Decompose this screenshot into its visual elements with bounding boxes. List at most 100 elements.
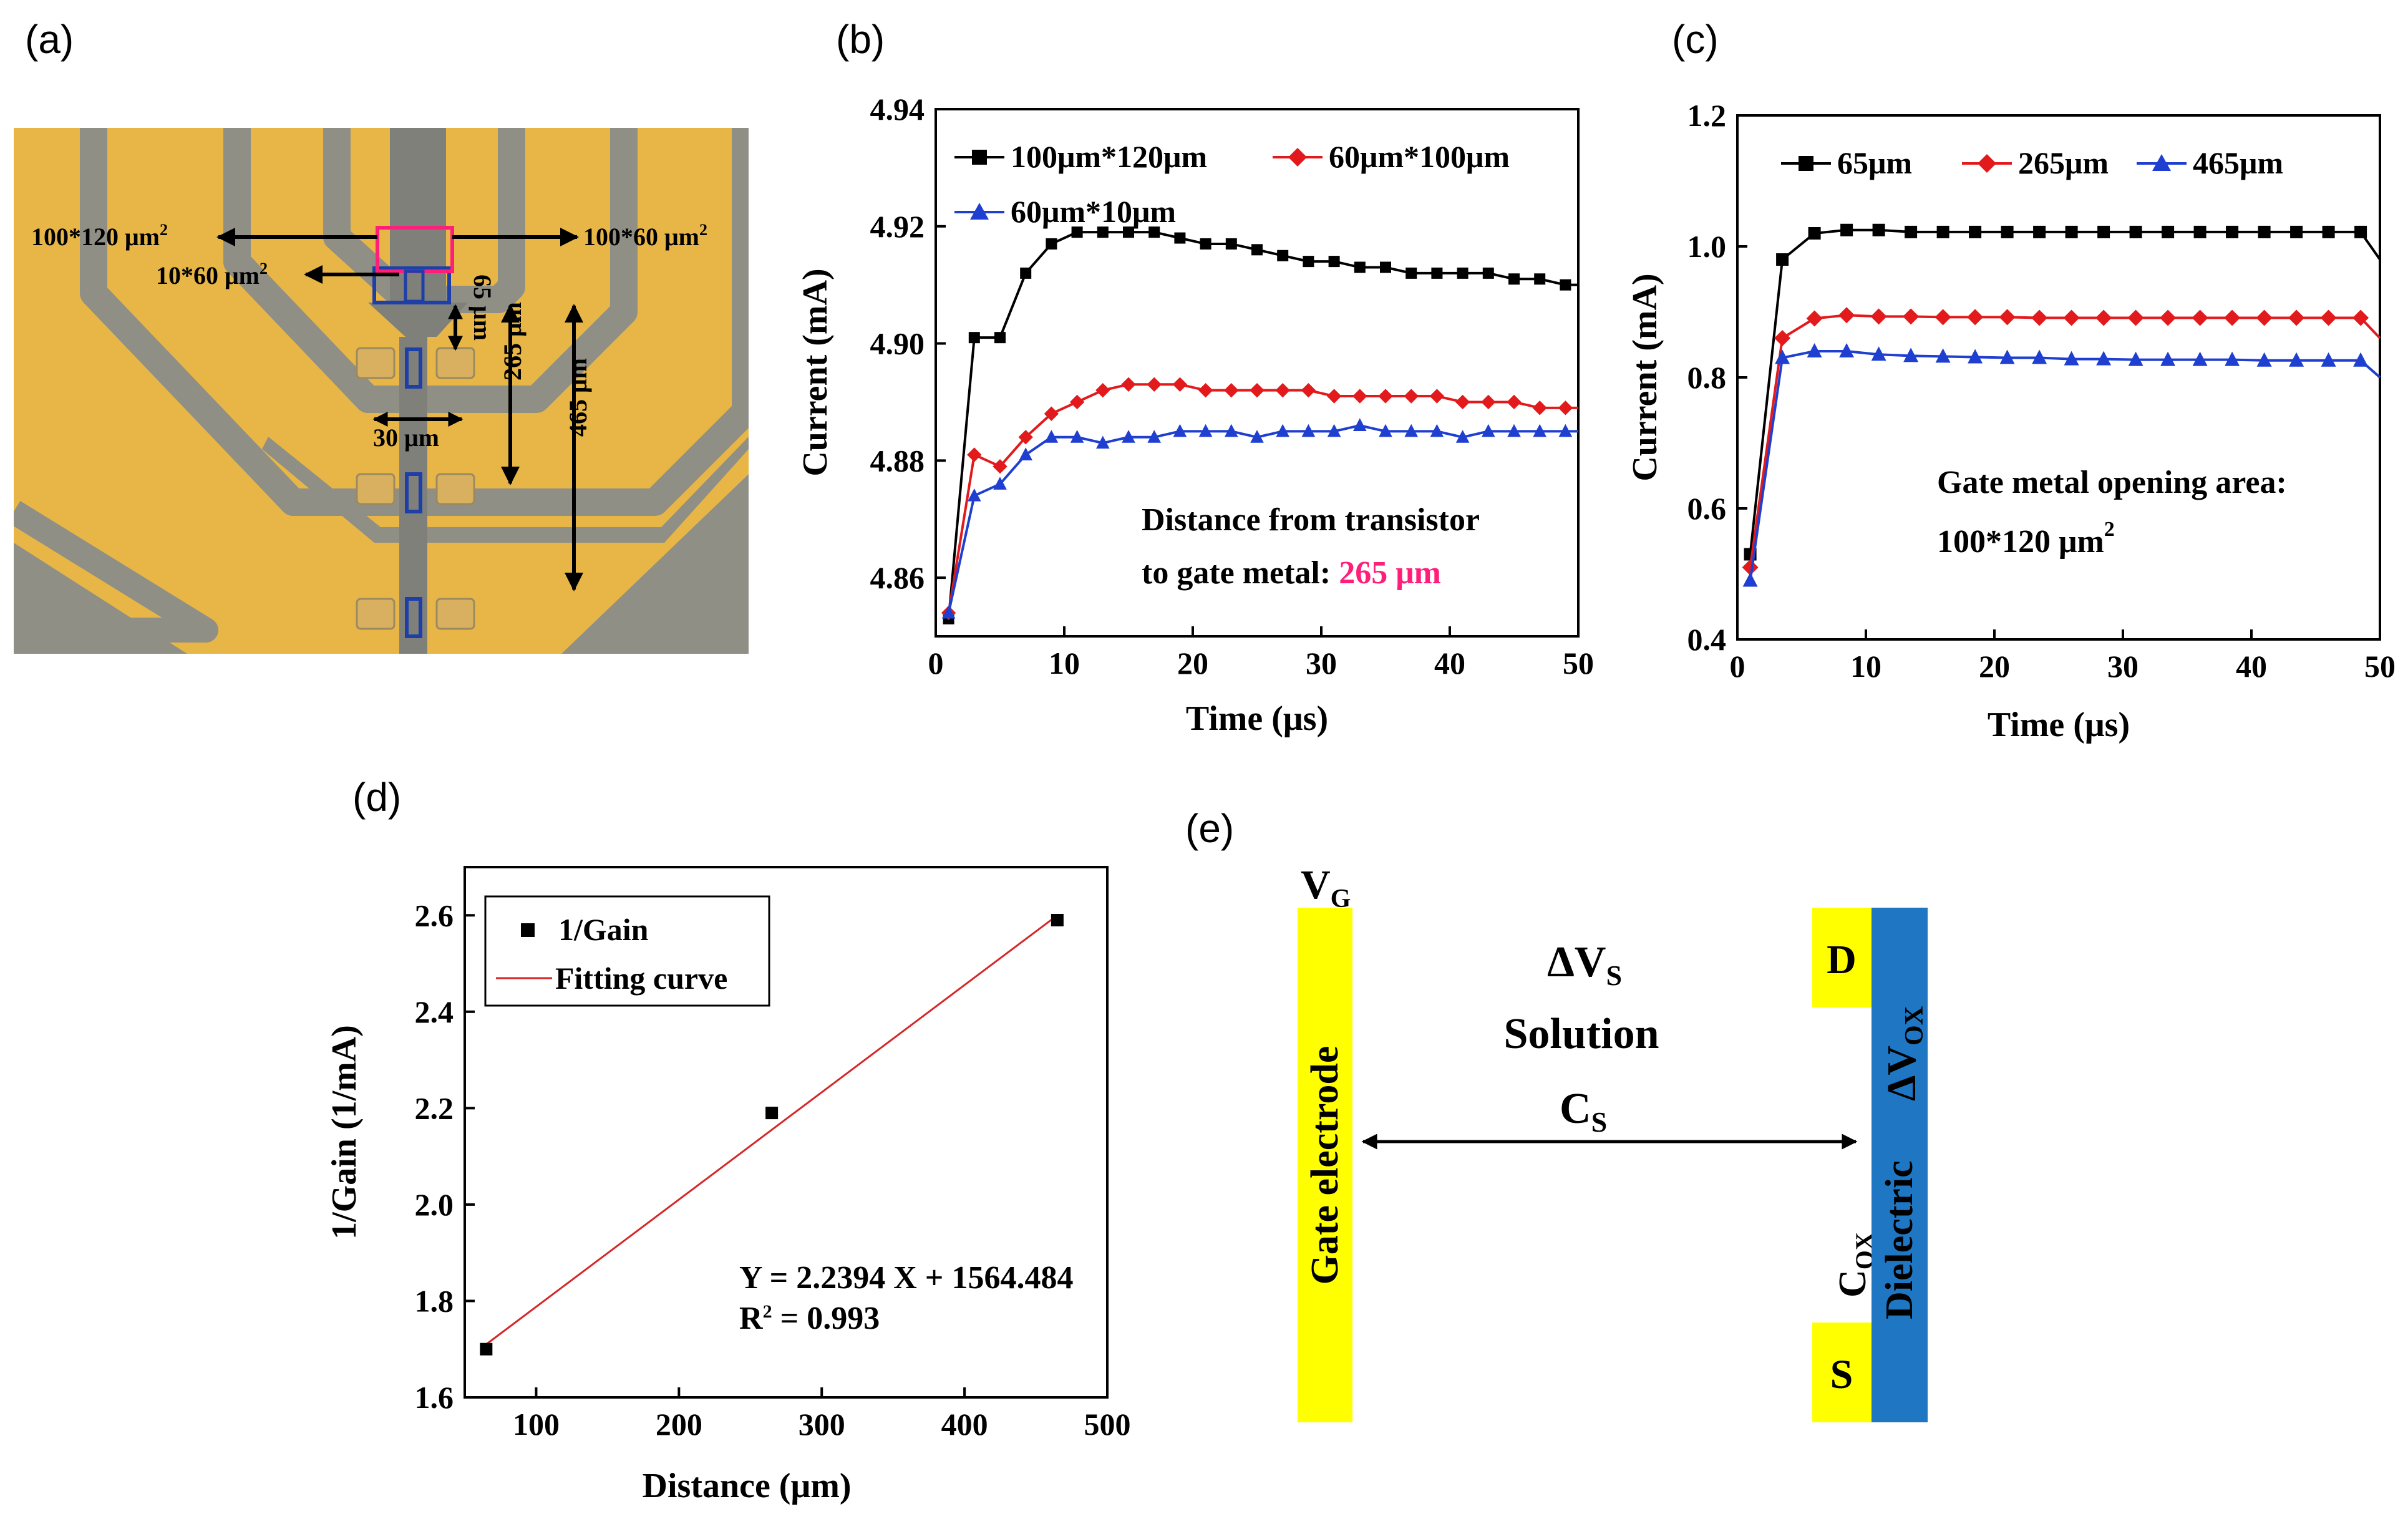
y-tick-label: 0.8	[1687, 360, 1727, 395]
drain-label: D	[1827, 937, 1857, 983]
data-point-s2-13	[2160, 351, 2176, 366]
data-point-s1-6	[1095, 382, 1110, 398]
pad	[356, 473, 396, 505]
data-point-s2-1	[1775, 349, 1790, 364]
x-tick-label: 30	[1306, 646, 1337, 681]
legend-marker-b2	[970, 203, 989, 220]
drain-block	[1812, 908, 1872, 1007]
data-point-s1-14	[2192, 309, 2208, 326]
x-axis-label-d: Distance (μm)	[643, 1467, 852, 1505]
y-tick-label: 0.6	[1687, 491, 1727, 526]
data-point-s1-16	[1352, 389, 1367, 404]
x-tick-label: 30	[2107, 649, 2139, 684]
data-point-s2-5	[1903, 347, 1919, 362]
label-area-mid: 100*60 μm2	[583, 221, 707, 251]
pad	[435, 473, 475, 505]
gate-electrode	[1298, 908, 1352, 1422]
data-point-s0-3	[1840, 223, 1853, 236]
data-point-s1-13	[1275, 382, 1290, 398]
panel-label-b: (b)	[836, 17, 885, 62]
data-point-s1-3	[1838, 307, 1855, 324]
substrate-bottom	[14, 543, 187, 654]
data-point-s1-8	[1999, 309, 2016, 326]
x-axis-label-c: Time (μs)	[1988, 706, 2130, 744]
x-tick-label: 40	[1434, 646, 1465, 681]
data-point-s0-3	[1020, 267, 1032, 279]
data-point-s2-10	[1198, 424, 1213, 437]
data-point-s0-2	[994, 332, 1006, 344]
x-tick-label: 10	[1850, 649, 1881, 684]
data-point-s2-13	[1276, 424, 1289, 437]
data-point-s1-10	[2063, 309, 2080, 326]
schematic-e: VG Gate electrode ΔVS Solution CS D S CO…	[1298, 862, 1929, 1422]
x-tick-label: 400	[941, 1407, 988, 1442]
data-point-s2-19	[1430, 424, 1444, 437]
transistor-mark	[405, 472, 422, 513]
substrate-bottom-right	[561, 474, 749, 654]
data-point-s2-0	[941, 605, 956, 619]
cs-label: CS	[1560, 1085, 1607, 1138]
data-point-s2-6	[1935, 348, 1951, 363]
panel-label-c: (c)	[1672, 17, 1719, 62]
plot-frame-d	[464, 866, 1109, 1399]
data-point-s2-12	[1250, 430, 1264, 443]
axis-ticks-d: 100 200 300 400 500 1.6 1.8 2.0 2.2 2.4 2.6	[415, 898, 1131, 1442]
data-point-s0-10	[1200, 238, 1211, 250]
data-point-s1-1	[1774, 330, 1791, 346]
y-tick-label: 2.6	[415, 898, 454, 933]
data-point-s2-21	[1482, 424, 1495, 437]
data-point-s2-11	[1225, 424, 1238, 437]
data-point-s0-22	[1508, 273, 1520, 285]
data-point-s2-14	[2192, 351, 2208, 366]
data-point-s1-9	[1172, 377, 1188, 392]
data-point-s0-16	[2258, 225, 2271, 238]
pad	[356, 347, 396, 379]
chart-d: 100 200 300 400 500 1.6 1.8 2.0 2.2 2.4 2.6 Distan…	[325, 866, 1131, 1505]
data-point-s1-11	[2095, 309, 2112, 326]
data-point-s0-4	[1046, 238, 1057, 250]
opening-tiny	[404, 269, 425, 303]
data-point-s2-9	[1173, 424, 1187, 437]
plot-frame-c	[1736, 114, 2381, 641]
gap-middle	[223, 128, 638, 413]
vg-label: VG	[1301, 862, 1351, 913]
data-point-s1-16	[2256, 309, 2273, 326]
data-point-s0-8	[2001, 225, 2014, 238]
y-axis-label-d: 1/Gain (1/mA)	[325, 1025, 364, 1240]
label-dist-265: 265 μm	[498, 302, 527, 381]
data-point-s2-10	[2064, 351, 2079, 366]
y-tick-label: 1.8	[415, 1283, 454, 1318]
data-point-s0-24	[1560, 279, 1571, 291]
gate-electrode-label: Gate electrode	[1304, 1046, 1346, 1285]
delta-vs-label: ΔVS	[1547, 938, 1622, 991]
data-point-s1-20	[1455, 394, 1470, 410]
data-point-s0-14	[1303, 256, 1314, 268]
data-point-s1-19	[1429, 389, 1445, 404]
data-point-s2-7	[1968, 349, 1983, 364]
data-point-s0-15	[1328, 256, 1340, 268]
data-point-s0-4	[1872, 223, 1885, 236]
data-point-s0-9	[2033, 225, 2046, 238]
data-point-s1-10	[1198, 382, 1213, 398]
legend-marker-c1	[1978, 154, 1996, 173]
center-trace	[390, 128, 446, 312]
data-point-s1-7	[1121, 377, 1136, 392]
x-tick-label: 50	[2364, 649, 2396, 684]
series-layer-c	[1742, 223, 2381, 587]
data-point-s0-5	[1071, 226, 1083, 238]
fit-r-squared: R2 = 0.993	[739, 1301, 880, 1336]
data-point-s1-21	[1481, 394, 1496, 410]
label-dist-30: 30 μm	[373, 424, 439, 452]
series-layer-d	[480, 914, 1064, 1356]
y-tick-label: 4.94	[870, 92, 925, 127]
data-point-s2-20	[1455, 430, 1470, 443]
annotation-b-line2: to gate metal: 265 μm	[1142, 555, 1441, 591]
legend-marker-b0	[972, 150, 987, 165]
data-point-s1-22	[1507, 394, 1522, 410]
x-tick-label: 0	[1730, 649, 1745, 684]
x-tick-label: 50	[1563, 646, 1594, 681]
fit-line	[485, 915, 1058, 1346]
x-tick-label: 500	[1084, 1407, 1131, 1442]
x-tick-label: 0	[928, 646, 944, 681]
data-point-s2-3	[1839, 343, 1855, 357]
